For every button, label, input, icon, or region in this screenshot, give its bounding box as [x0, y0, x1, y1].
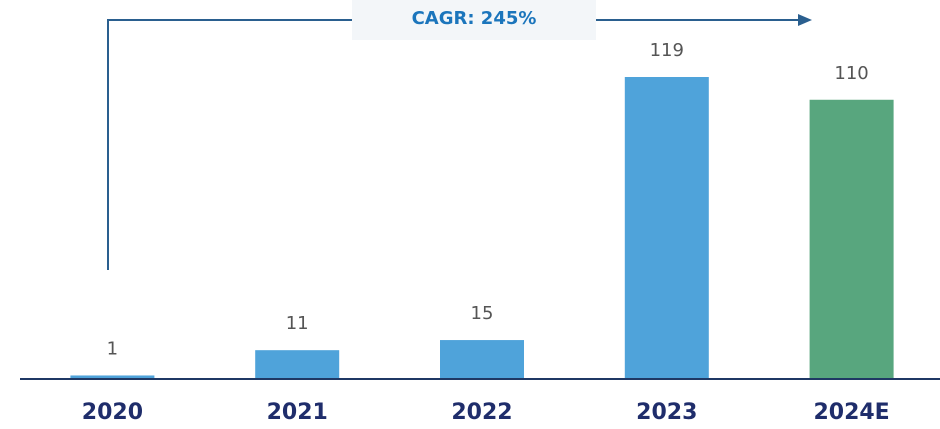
x-tick-label: 2023 [636, 400, 697, 425]
bar [809, 99, 894, 378]
x-tick-label: 2022 [451, 400, 512, 425]
bar [70, 375, 155, 378]
value-label: 119 [650, 40, 684, 61]
value-label: 11 [286, 313, 309, 334]
bar [440, 340, 524, 378]
arrow-head [798, 14, 812, 26]
bar [624, 77, 709, 378]
cagr-bracket [107, 19, 352, 270]
value-label: 1 [107, 338, 118, 359]
annotation: CAGR: 245% [412, 8, 537, 29]
value-label: 15 [471, 303, 494, 324]
value-label: 110 [834, 63, 868, 84]
x-tick-label: 2021 [267, 400, 328, 425]
annotation-box [352, 0, 596, 40]
bar [255, 350, 340, 378]
x-tick-label: 2020 [82, 400, 143, 425]
x-tick-label: 2024E [813, 400, 889, 425]
